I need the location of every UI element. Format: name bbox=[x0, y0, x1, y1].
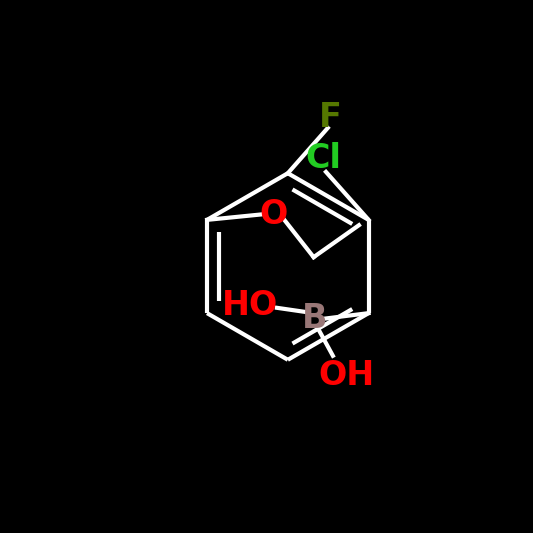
Text: Cl: Cl bbox=[305, 142, 341, 175]
Text: HO: HO bbox=[222, 289, 278, 321]
Text: B: B bbox=[302, 302, 327, 335]
Text: F: F bbox=[319, 101, 342, 134]
Text: OH: OH bbox=[318, 359, 374, 392]
Text: O: O bbox=[260, 198, 288, 231]
